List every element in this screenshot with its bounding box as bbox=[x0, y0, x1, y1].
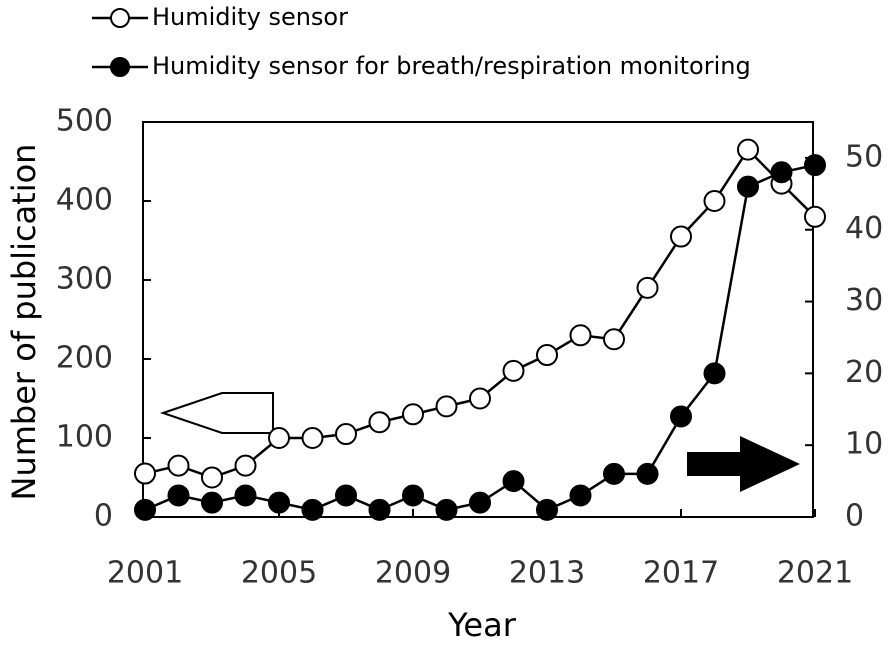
data-point bbox=[335, 484, 357, 507]
data-point bbox=[301, 498, 324, 521]
x-axis-title: Year bbox=[447, 606, 517, 644]
data-point bbox=[536, 344, 558, 367]
data-point bbox=[435, 395, 458, 418]
data-point bbox=[368, 411, 391, 434]
data-point bbox=[670, 225, 692, 248]
y2-tick-label: 50 bbox=[845, 139, 883, 174]
plot-frame bbox=[142, 121, 814, 518]
y-tick-label: 100 bbox=[56, 420, 113, 455]
y-tick-label: 400 bbox=[56, 183, 113, 218]
data-point bbox=[636, 462, 659, 485]
left-arrow bbox=[159, 392, 274, 434]
data-point bbox=[603, 462, 625, 485]
data-point bbox=[569, 484, 592, 507]
data-point bbox=[301, 427, 324, 449]
x-tick-label: 2005 bbox=[241, 556, 317, 591]
data-point bbox=[603, 328, 625, 351]
data-point bbox=[670, 405, 692, 428]
data-point bbox=[804, 205, 826, 228]
y-tick-label: 0 bbox=[94, 499, 113, 534]
data-point bbox=[268, 491, 290, 514]
legend-marker bbox=[110, 8, 130, 28]
data-point bbox=[435, 498, 458, 521]
data-point bbox=[636, 276, 659, 299]
y-axis-title: Number of publication bbox=[5, 144, 43, 501]
legend-label: Humidity sensor for breath/respiration m… bbox=[152, 52, 751, 80]
y2-tick-label: 40 bbox=[845, 211, 883, 246]
data-point bbox=[335, 423, 357, 446]
data-point bbox=[502, 470, 525, 493]
data-point bbox=[268, 427, 290, 449]
data-point bbox=[234, 484, 257, 507]
x-tick-label: 2009 bbox=[375, 556, 451, 591]
data-point bbox=[167, 484, 190, 507]
data-point bbox=[201, 491, 223, 514]
data-point bbox=[469, 491, 491, 514]
data-point bbox=[134, 498, 156, 521]
right-arrow bbox=[687, 436, 800, 492]
data-point bbox=[167, 454, 190, 477]
x-tick-label: 2001 bbox=[107, 556, 183, 591]
data-point bbox=[536, 498, 558, 521]
y2-tick-label: 0 bbox=[845, 499, 864, 534]
x-tick-label: 2017 bbox=[643, 556, 719, 591]
data-point bbox=[804, 154, 826, 177]
y2-tick-label: 20 bbox=[845, 355, 883, 390]
data-point bbox=[368, 498, 391, 521]
y2-tick-label: 30 bbox=[845, 283, 883, 318]
data-point bbox=[569, 324, 592, 347]
data-point bbox=[134, 462, 156, 485]
data-point bbox=[737, 138, 759, 161]
data-point bbox=[737, 175, 759, 198]
legend-label: Humidity sensor bbox=[152, 3, 348, 31]
y-tick-label: 200 bbox=[56, 341, 113, 376]
data-point bbox=[402, 403, 424, 426]
data-point bbox=[469, 387, 491, 410]
data-point bbox=[201, 466, 223, 489]
data-point bbox=[502, 359, 525, 382]
data-point bbox=[402, 484, 424, 507]
x-tick-label: 2013 bbox=[509, 556, 585, 591]
y-tick-label: 500 bbox=[56, 104, 113, 139]
data-point bbox=[703, 362, 726, 385]
x-tick-label: 2021 bbox=[777, 556, 853, 591]
data-point bbox=[703, 190, 726, 212]
y-tick-label: 300 bbox=[56, 262, 113, 297]
legend-marker bbox=[110, 57, 130, 77]
y2-tick-label: 10 bbox=[845, 427, 883, 462]
data-point bbox=[234, 454, 257, 477]
data-point bbox=[770, 161, 793, 184]
